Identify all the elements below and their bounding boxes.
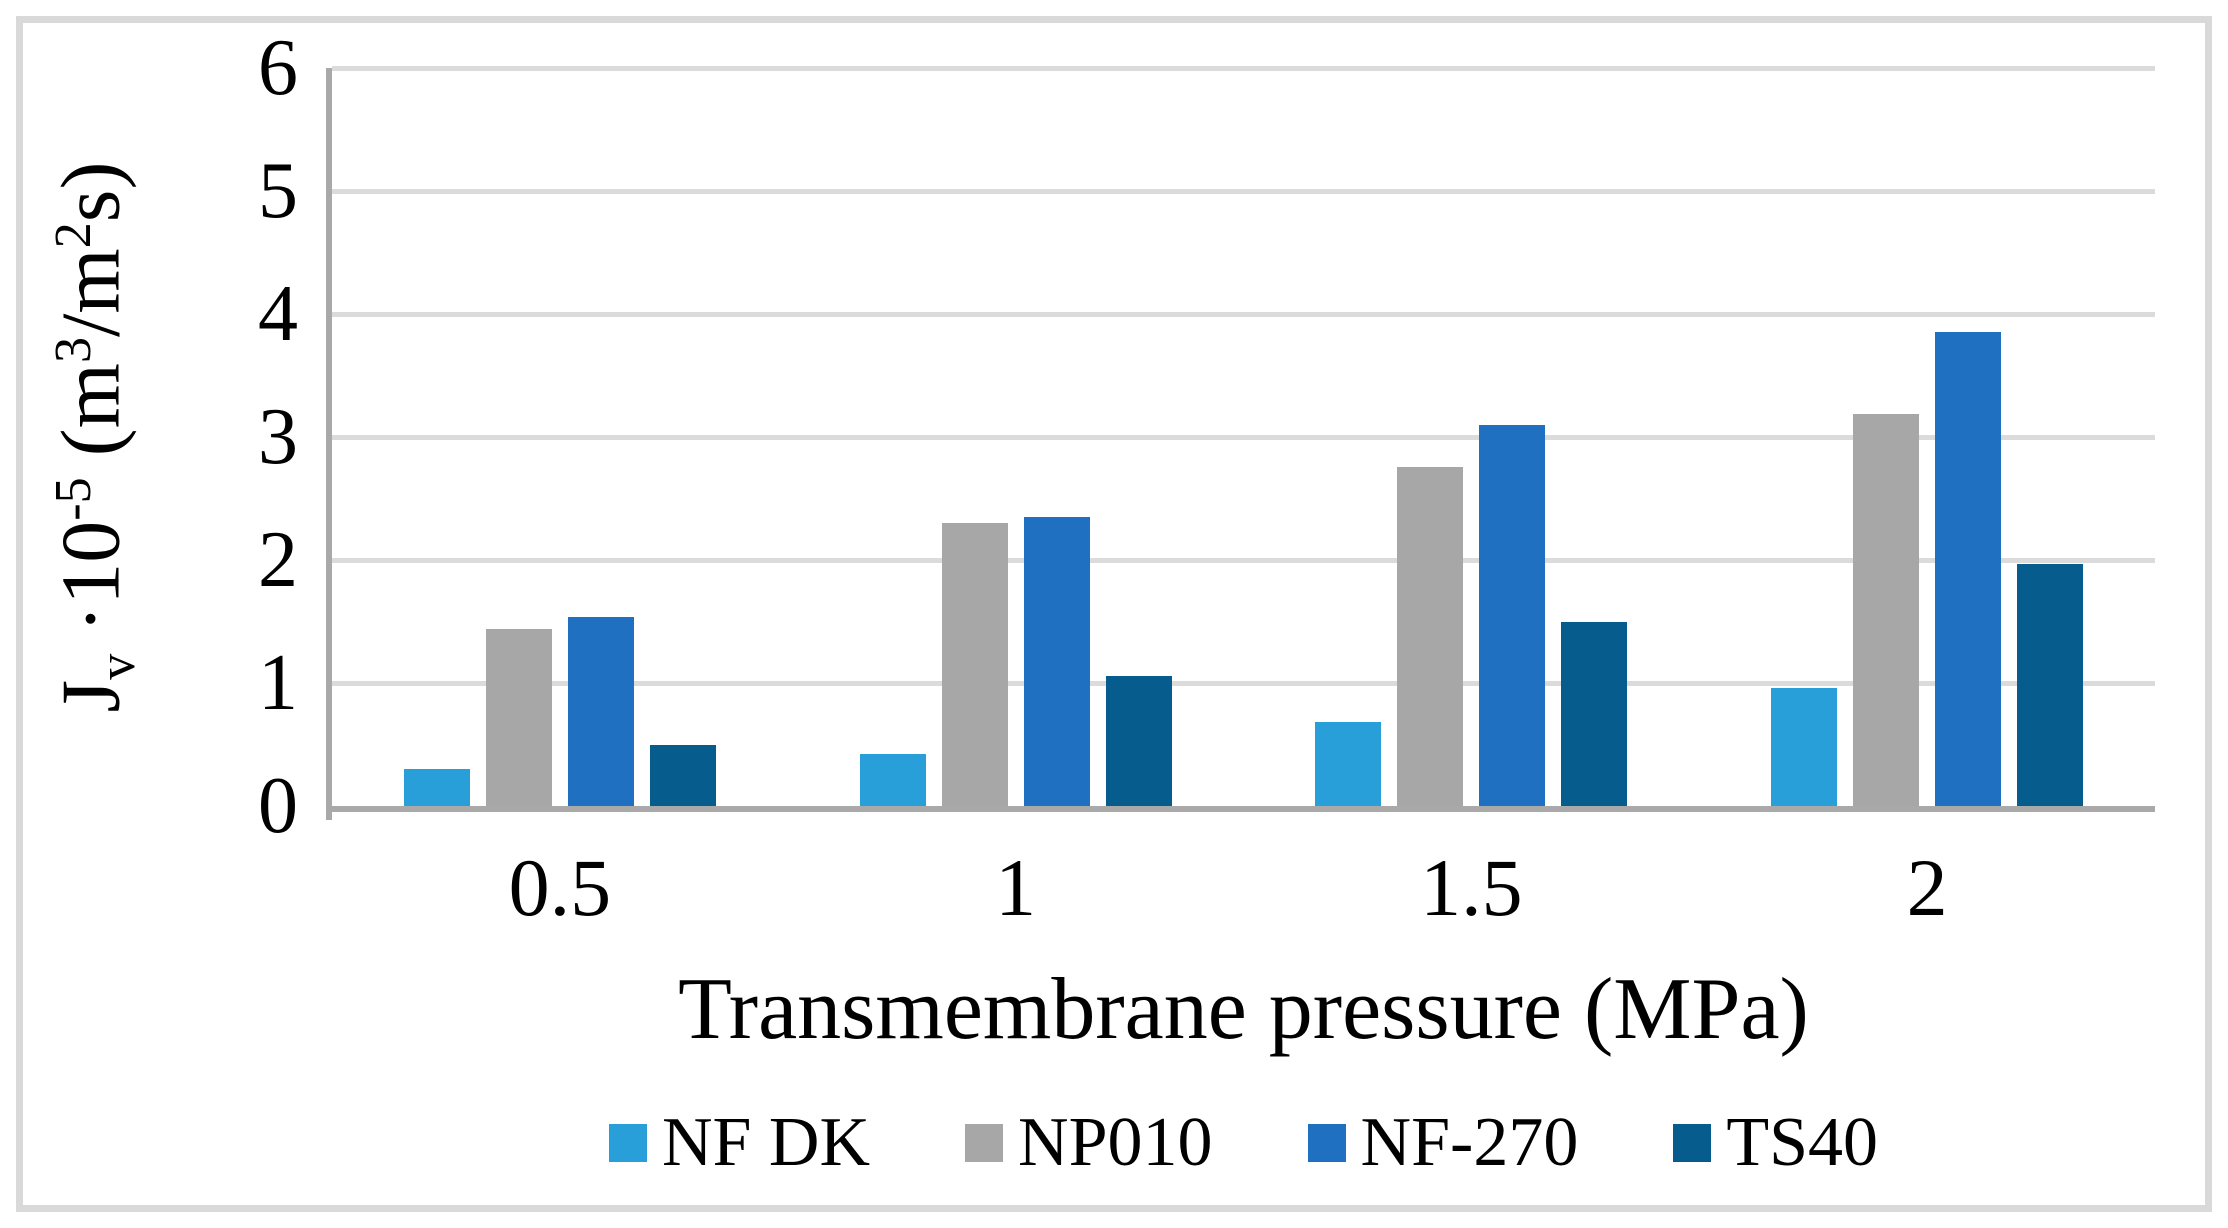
y-tick-label-5: 5 [258, 147, 298, 235]
bar-np010-1 [941, 523, 1008, 806]
bar-np010-1.5 [1397, 466, 1464, 806]
gridline-6 [332, 65, 2155, 71]
bar-nf-dk-0.5 [403, 769, 470, 806]
bar-nf-270-2 [1935, 332, 2002, 806]
bar-np010-0.5 [485, 628, 552, 806]
y-tick-label-4: 4 [258, 270, 298, 358]
bar-group-0.5 [332, 68, 788, 806]
bar-nf-dk-1.5 [1315, 722, 1382, 806]
legend-label: NP010 [1018, 1104, 1213, 1181]
bar-nf-270-0.5 [567, 616, 634, 806]
bar-np010-2 [1853, 413, 1920, 806]
legend-marker-icon [1307, 1124, 1346, 1162]
legend-item-np010: NP010 [965, 1103, 1213, 1183]
legend-label: TS40 [1726, 1104, 1879, 1181]
legend-item-nf-dk: NF DK [608, 1103, 871, 1183]
bar-ts40-1 [1105, 675, 1172, 806]
legend-item-nf-270: NF-270 [1307, 1103, 1579, 1183]
bar-nf-270-1.5 [1479, 424, 1546, 806]
legend-label: NF-270 [1360, 1104, 1579, 1181]
bar-group-1.5 [1244, 68, 1700, 806]
gridline-2 [332, 557, 2155, 563]
gridline-3 [332, 434, 2155, 440]
y-axis-title-unit-sup1: 3 [44, 336, 102, 364]
legend-marker-icon [608, 1124, 647, 1162]
figure-border [16, 16, 2212, 1212]
legend-item-ts40: TS40 [1673, 1103, 1878, 1183]
bar-groups [332, 68, 2155, 806]
legend-marker-icon [1673, 1124, 1712, 1162]
bar-nf-dk-1 [859, 754, 926, 806]
y-axis-title-unit-sup2: 2 [44, 222, 102, 249]
bar-nf-270-1 [1023, 516, 1090, 806]
gridline-5 [332, 188, 2155, 194]
y-axis-line [326, 68, 332, 820]
x-tick-label-0.5: 0.5 [508, 842, 612, 933]
x-axis-title: Transmembrane pressure (MPa) [678, 961, 1809, 1058]
y-tick-label-3: 3 [258, 393, 298, 481]
y-tick-label-6: 6 [258, 24, 298, 112]
legend: NF DK NP010 NF-270 TS40 [332, 1100, 2155, 1186]
y-tick-column: 6 5 4 3 2 1 0 [120, 0, 298, 1228]
x-tick-label-2: 2 [1906, 842, 1948, 933]
x-tick-row: 0.5 1 1.5 2 [332, 842, 2155, 934]
y-tick-label-2: 2 [258, 516, 298, 604]
legend-marker-icon [965, 1124, 1004, 1162]
legend-label: NF DK [661, 1104, 871, 1181]
bar-group-1 [788, 68, 1244, 806]
gridline-1 [332, 680, 2155, 686]
bar-ts40-0.5 [649, 744, 716, 806]
x-axis-line [326, 806, 2155, 812]
bar-group-2 [1699, 68, 2155, 806]
y-axis-title-exponent: -5 [44, 477, 102, 521]
y-tick-label-1: 1 [258, 639, 298, 727]
y-tick-label-0: 0 [258, 762, 298, 850]
gridline-4 [332, 311, 2155, 317]
x-tick-label-1: 1 [995, 842, 1037, 933]
bar-nf-dk-2 [1771, 687, 1838, 806]
bar-ts40-1.5 [1561, 621, 1628, 806]
plot-area [326, 65, 2155, 820]
x-tick-label-1.5: 1.5 [1420, 842, 1523, 933]
bar-ts40-2 [2017, 563, 2084, 806]
